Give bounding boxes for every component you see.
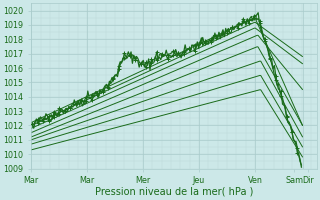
X-axis label: Pression niveau de la mer( hPa ): Pression niveau de la mer( hPa ) xyxy=(95,187,253,197)
